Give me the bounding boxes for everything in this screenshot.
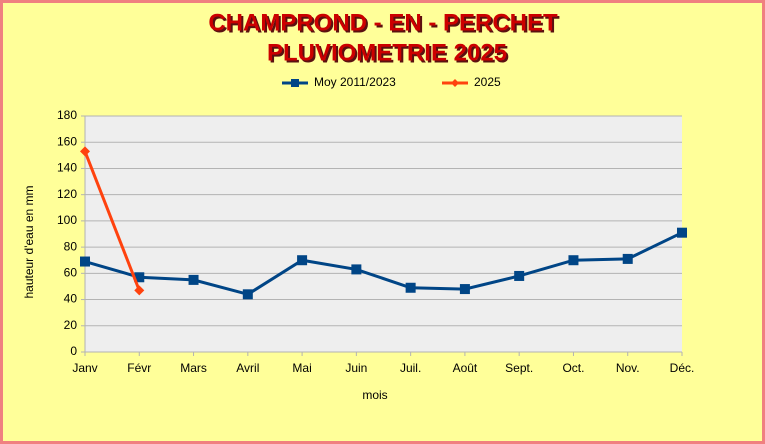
marker: [568, 255, 579, 266]
x-tick-label: Juil.: [400, 361, 421, 375]
y-tick-label: 80: [64, 239, 78, 253]
x-tick-label: Févr: [127, 361, 151, 375]
y-tick-label: 180: [57, 108, 77, 122]
marker: [80, 256, 90, 267]
x-tick-label: Nov.: [616, 361, 640, 375]
legend-marker: [451, 79, 459, 87]
chart-title: CHAMPROND - EN - PERCHET: [208, 9, 558, 36]
y-tick-label: 160: [57, 134, 77, 148]
marker: [297, 255, 308, 266]
y-tick-label: 60: [64, 266, 78, 280]
y-tick-label: 40: [64, 292, 78, 306]
y-tick-label: 120: [57, 187, 77, 201]
y-tick-label: 100: [57, 213, 77, 227]
y-tick-label: 0: [70, 344, 77, 358]
marker: [622, 253, 633, 264]
marker: [134, 272, 145, 283]
x-tick-label: Juin: [345, 361, 367, 375]
line: [83, 150, 141, 291]
line: [84, 231, 683, 296]
marker: [242, 289, 253, 300]
legend-label: Moy 2011/2023: [314, 75, 396, 89]
chart-subtitle: PLUVIOMETRIE 2025: [267, 39, 507, 66]
marker: [351, 264, 362, 275]
x-tick-label: Janv: [72, 361, 97, 375]
x-tick-label: Avril: [236, 361, 259, 375]
legend-label: 2025: [474, 75, 501, 89]
marker: [677, 227, 687, 238]
marker: [405, 282, 416, 293]
y-tick-label: 140: [57, 161, 77, 175]
x-tick-label: Mai: [292, 361, 311, 375]
y-tick-label: 20: [64, 318, 78, 332]
x-tick-label: Mars: [180, 361, 207, 375]
marker: [188, 274, 199, 285]
x-tick-label: Oct.: [562, 361, 584, 375]
marker: [459, 284, 470, 295]
x-tick-label: Sept.: [505, 361, 533, 375]
marker: [80, 146, 90, 157]
marker: [134, 285, 145, 296]
plot-area: [85, 116, 682, 352]
marker: [514, 270, 525, 281]
x-tick-label: Août: [453, 361, 478, 375]
x-axis-label: mois: [362, 388, 387, 402]
y-axis-label: hauteur d'eau en mm: [22, 185, 36, 298]
legend-marker: [291, 79, 299, 87]
x-tick-label: Déc.: [670, 361, 695, 375]
